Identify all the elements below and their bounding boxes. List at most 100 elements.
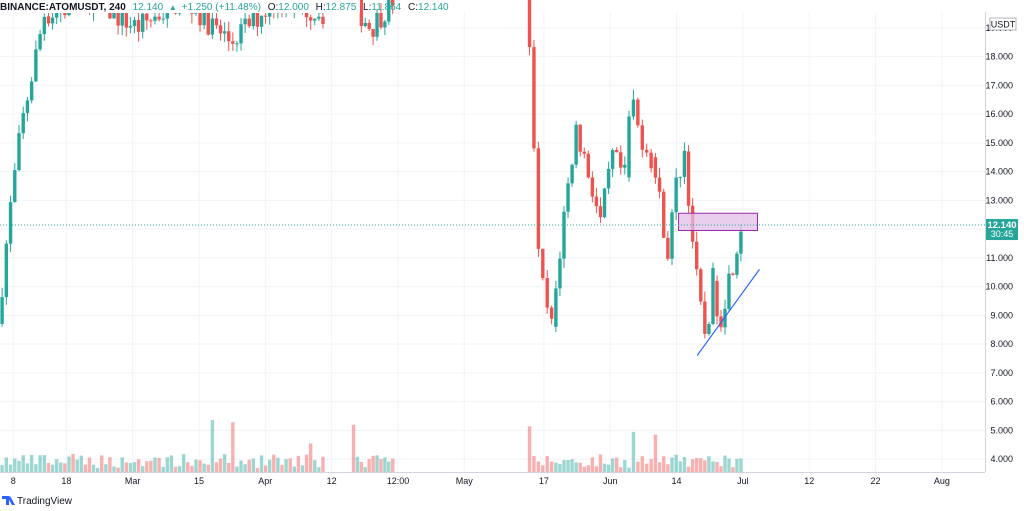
candle-body — [554, 288, 558, 327]
candle-body — [8, 202, 13, 244]
legend-symbol: BINANCE:ATOMUSDT, 240 — [0, 2, 126, 13]
volume-bar — [566, 460, 570, 472]
legend-close: 12.140 — [418, 2, 449, 13]
volume-bar — [308, 443, 313, 472]
volume-bar — [296, 455, 301, 472]
candle-body — [574, 124, 578, 165]
candle-body — [263, 15, 268, 17]
candle-body — [598, 206, 603, 218]
x-tick-label: 15 — [194, 476, 204, 486]
candle-body — [17, 133, 21, 171]
volume-bar — [239, 460, 243, 472]
volume-bar — [645, 463, 649, 472]
price-badge-price: 12.140 — [987, 220, 1016, 231]
volume-bar — [678, 461, 682, 472]
candle-body — [682, 150, 687, 177]
volume-bar — [715, 461, 719, 472]
volume-bar — [375, 455, 379, 472]
volume-bar — [214, 462, 219, 472]
candle-body — [141, 13, 145, 32]
tradingview-logo[interactable]: TradingView — [2, 496, 73, 507]
candle-body — [214, 18, 219, 26]
volume-bar — [108, 457, 112, 472]
volume-bar — [173, 466, 178, 472]
x-tick-label: Jul — [737, 476, 749, 486]
candle-body — [653, 157, 658, 178]
legend-low: 11.864 — [371, 2, 401, 13]
x-tick-label: May — [456, 476, 474, 486]
volume-bar — [104, 464, 108, 472]
candles — [0, 0, 743, 339]
volume-bar — [562, 460, 566, 472]
volume-bar — [206, 464, 210, 472]
volume-bar — [582, 466, 586, 472]
grid — [0, 12, 985, 472]
volume-bar — [132, 462, 137, 472]
volume-bar — [124, 462, 129, 472]
volume-bar — [695, 457, 699, 472]
candle-body — [371, 28, 375, 37]
volume-bar — [690, 459, 695, 472]
candle-body — [527, 0, 532, 48]
volume-bar — [50, 464, 55, 472]
volume-bar — [686, 466, 691, 472]
volume-bar — [590, 457, 595, 472]
trendline[interactable] — [696, 268, 760, 356]
volume-bar — [387, 461, 391, 472]
legend-close-label: C: — [408, 2, 418, 13]
candle-body — [695, 241, 699, 270]
candle-body — [536, 148, 541, 249]
candle-body — [391, 0, 395, 6]
candle-body — [367, 22, 371, 29]
volume-bar — [145, 461, 149, 472]
volume-bar — [739, 458, 743, 472]
candle-body — [602, 188, 607, 218]
y-axis[interactable]: 4.000 5.000 6.000 7.000 8.000 9.000 10.000 11.0… — [985, 23, 1013, 464]
volume-bar — [243, 464, 247, 472]
candle-body — [699, 269, 703, 302]
candle-body — [153, 16, 157, 21]
y-tick-label: 16.000 — [985, 109, 1013, 119]
resistance-zone[interactable] — [678, 212, 758, 231]
candle-body — [251, 10, 256, 27]
volume-bar — [34, 464, 38, 472]
candle-body — [674, 177, 678, 213]
candle-body — [231, 41, 235, 44]
legend[interactable]: BINANCE:ATOMUSDT, 240 12.140 ▲ +1.250 (+… — [0, 2, 449, 13]
y-tick-label: 17.000 — [985, 80, 1013, 90]
volume-bar — [25, 463, 30, 472]
candle-body — [132, 20, 137, 27]
volume-bar — [674, 454, 678, 472]
plot-area[interactable] — [0, 12, 985, 472]
volume-bar — [711, 461, 715, 472]
y-tick-label: 5.000 — [990, 425, 1013, 435]
volume-bar — [95, 467, 100, 472]
candle-body — [13, 170, 17, 203]
candle-body — [34, 49, 38, 82]
volume-bar — [284, 459, 288, 472]
volume-bar — [541, 465, 545, 472]
volume-bar — [222, 454, 227, 472]
volume-bar — [202, 463, 206, 472]
volume-bar — [606, 464, 611, 472]
volume-bar — [735, 458, 739, 472]
x-tick-label: 8 — [11, 476, 16, 486]
volume-bar — [128, 463, 133, 472]
price-badge-countdown: 30:45 — [991, 229, 1014, 239]
candle-body — [4, 243, 9, 298]
candle-body — [686, 151, 691, 206]
candle-body — [610, 150, 615, 169]
candle-body — [582, 151, 586, 154]
volume-bar — [719, 466, 723, 472]
volume-bar — [87, 457, 92, 472]
candle-body — [50, 17, 55, 24]
currency-box — [989, 17, 1017, 31]
candle-body — [222, 31, 227, 34]
volume-bar — [391, 458, 395, 472]
x-axis[interactable]: 8 18 Mar 15 Apr 12 12:00 May 17 Jun 14 Jul 12 22 Aug — [11, 476, 950, 486]
candle-body — [735, 253, 739, 275]
volume-bars — [0, 419, 743, 472]
candle-body — [128, 26, 133, 28]
overlays — [0, 212, 985, 356]
